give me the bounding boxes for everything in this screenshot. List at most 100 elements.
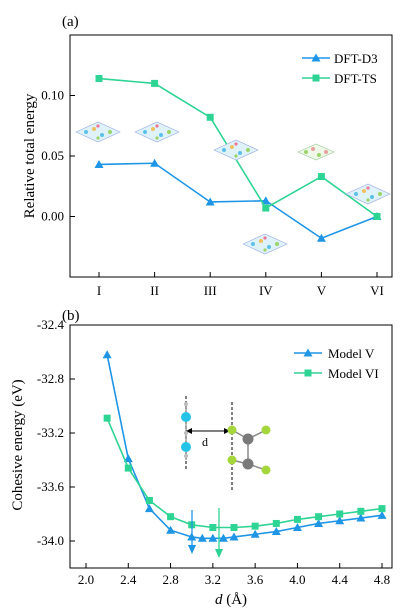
data-point	[251, 522, 259, 530]
series-line	[106, 417, 383, 529]
y-tick-label: -34.0	[37, 533, 64, 548]
x-tick-label: IV	[259, 283, 273, 298]
series-line	[98, 77, 378, 218]
data-point	[145, 497, 153, 504]
y-axis-label-b: Cohesive energy (eV)	[10, 379, 26, 510]
x-axis-label-unit: (Å)	[226, 592, 247, 608]
data-point	[102, 350, 112, 359]
legend-marker	[311, 53, 321, 62]
x-tick-label: 3.2	[205, 572, 221, 587]
legend-label: DFT-TS	[334, 71, 377, 86]
data-point	[317, 173, 325, 181]
data-point	[293, 515, 301, 523]
y-axis-label-a: Relative total energy	[22, 93, 38, 218]
x-tick-label: 2.0	[78, 572, 94, 587]
y-tick-label: -32.8	[37, 371, 64, 386]
structure-iii-icon	[213, 139, 259, 161]
series-b	[102, 350, 387, 542]
x-tick-label: 3.6	[247, 572, 264, 587]
x-tick-label: 2.8	[162, 572, 178, 587]
data-point	[205, 197, 215, 206]
data-point	[206, 113, 214, 121]
structure-v-icon	[297, 143, 335, 161]
legend-a: DFT-D3 DFT-TS	[302, 51, 378, 86]
x-tick-label: 2.4	[120, 572, 137, 587]
structure-ii-icon	[134, 121, 180, 143]
data-point	[167, 513, 175, 521]
data-point	[208, 533, 218, 542]
data-point	[123, 454, 133, 463]
structure-vi-icon	[345, 183, 391, 205]
inset-structure-icon: d	[181, 396, 271, 492]
legend-label: DFT-D3	[334, 51, 378, 66]
data-point	[230, 524, 238, 531]
x-tick-label: V	[317, 283, 327, 298]
ticks-b: -32.4 -32.8 -33.2 -33.6 -34.0 2.0 2.4 2.8 3.2 3.6…	[37, 317, 390, 587]
panel-a-label: (a)	[62, 14, 79, 30]
legend-label: Model VI	[328, 366, 379, 381]
panel-b: (b) Cohesive energy (eV) d (Å) -32.4-32.…	[10, 308, 393, 608]
data-point	[271, 527, 281, 536]
data-point	[144, 504, 154, 513]
data-point	[151, 79, 159, 87]
inset-d-label: d	[202, 435, 208, 449]
series-line	[98, 162, 378, 240]
legend-b: Model V Model VI	[294, 346, 379, 381]
data-point	[316, 233, 326, 242]
data-point	[103, 414, 111, 422]
data-point	[356, 513, 366, 522]
minimum-arrow-model-vi	[215, 508, 223, 558]
data-point	[262, 204, 270, 212]
x-tick-label: I	[97, 283, 101, 298]
x-tick-label: 4.4	[332, 572, 349, 587]
data-point	[229, 532, 239, 541]
plot-frame-b	[69, 324, 393, 569]
y-tick-label: -33.2	[37, 425, 64, 440]
data-point	[95, 75, 103, 83]
x-axis-label-b: d (Å)	[215, 592, 247, 608]
data-point	[150, 158, 160, 167]
data-point	[209, 524, 217, 531]
x-tick-label: III	[204, 283, 217, 298]
data-point	[315, 513, 323, 521]
structure-iv-icon	[242, 233, 288, 255]
x-axis-label-var: d	[215, 592, 223, 608]
data-point	[272, 519, 280, 527]
data-point	[124, 464, 132, 472]
data-point	[336, 510, 344, 518]
y-tick-label: 0.10	[41, 88, 64, 103]
y-tick-label: 0.05	[41, 148, 64, 163]
data-point	[261, 196, 271, 205]
legend-label: Model V	[328, 346, 375, 361]
data-point	[197, 533, 207, 542]
data-point	[378, 505, 386, 513]
series-a	[94, 75, 382, 242]
x-tick-label: 4.0	[289, 572, 305, 587]
legend-marker	[304, 369, 312, 377]
x-tick-label: VI	[370, 283, 384, 298]
panel-a: (a) Relative total energy 0.000.050.10I I…	[22, 14, 393, 299]
data-point	[314, 518, 324, 527]
panel-b-label: (b)	[62, 308, 80, 324]
legend-marker	[303, 348, 313, 357]
data-point	[166, 525, 176, 534]
data-point	[373, 213, 381, 220]
ticks-a: 0.000.050.10I II III IV V VI	[41, 88, 384, 299]
y-tick-label: -33.6	[37, 479, 65, 494]
data-point	[377, 510, 387, 519]
y-tick-label: 0.00	[41, 209, 64, 224]
legend-marker	[312, 74, 320, 82]
minimum-arrow-model-v	[188, 510, 196, 554]
y-tick-label: -32.4	[37, 317, 65, 332]
x-tick-label: 4.8	[374, 572, 390, 587]
data-point	[218, 533, 228, 542]
data-point	[335, 516, 345, 525]
data-point	[292, 523, 302, 531]
series-line	[106, 354, 383, 540]
data-point	[357, 507, 365, 515]
data-point	[94, 159, 104, 168]
data-point	[250, 529, 260, 538]
structure-i-icon	[75, 121, 121, 143]
x-tick-label: II	[150, 283, 159, 298]
